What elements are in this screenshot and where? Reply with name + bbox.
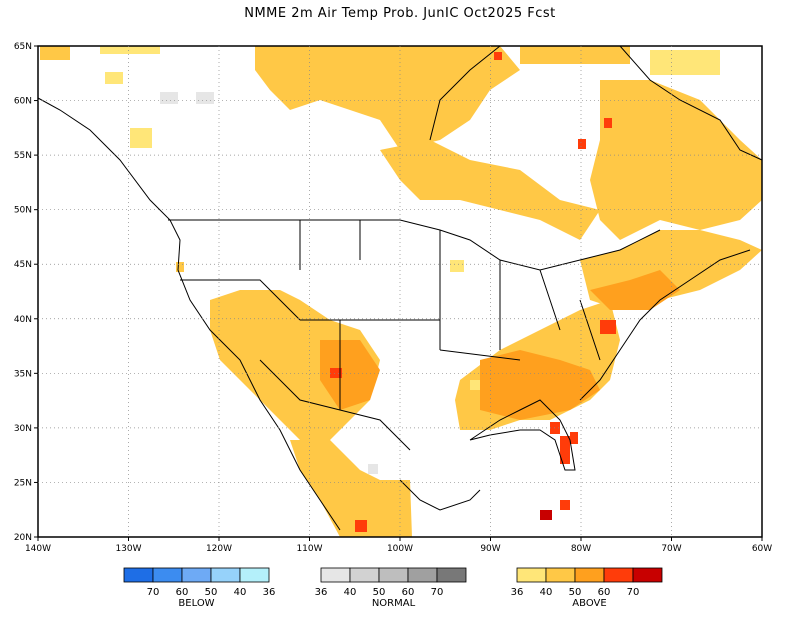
- legend-swatch: [349, 567, 380, 583]
- graticule: [38, 46, 762, 537]
- probability-cells: [40, 46, 762, 537]
- cell: [320, 340, 380, 410]
- lon-tick-label: 70W: [661, 544, 681, 554]
- legend-value-label: 50: [373, 587, 386, 598]
- cell: [540, 510, 552, 520]
- legend-value-label: 70: [431, 587, 444, 598]
- cell: [590, 80, 762, 240]
- legend-value-label: 60: [176, 587, 189, 598]
- cell: [176, 262, 184, 272]
- legend-title: NORMAL: [372, 598, 416, 609]
- legend-title: BELOW: [178, 598, 214, 609]
- cell: [650, 50, 720, 75]
- cell: [480, 350, 600, 420]
- cell: [600, 320, 616, 334]
- legend-swatch: [632, 567, 663, 583]
- legend-value-label: 70: [147, 587, 160, 598]
- cell: [368, 464, 378, 474]
- legend-swatch: [210, 567, 241, 583]
- legend-value-label: 40: [344, 587, 357, 598]
- cell: [100, 46, 160, 54]
- legend-value-label: 36: [511, 587, 524, 598]
- cell: [590, 270, 680, 310]
- lat-tick-label: 20N: [14, 533, 32, 543]
- cell: [520, 46, 630, 64]
- legend-value-label: 36: [315, 587, 328, 598]
- cell: [450, 260, 464, 272]
- cell: [330, 368, 342, 378]
- cell: [355, 520, 367, 532]
- legend-swatch: [239, 567, 270, 583]
- lat-tick-label: 55N: [14, 151, 32, 161]
- legend-swatch: [574, 567, 605, 583]
- legend-title: ABOVE: [572, 598, 606, 609]
- cell: [604, 118, 612, 128]
- cell: [40, 46, 70, 60]
- lon-tick-label: 140W: [25, 544, 51, 554]
- legend-value-label: 40: [540, 587, 553, 598]
- cell: [470, 380, 480, 390]
- cell: [160, 92, 178, 104]
- lon-tick-label: 60W: [752, 544, 772, 554]
- lat-tick-label: 25N: [14, 478, 32, 488]
- lon-tick-label: 100W: [387, 544, 413, 554]
- lat-tick-label: 60N: [14, 97, 32, 107]
- legend-swatch: [320, 567, 351, 583]
- lon-tick-label: 80W: [571, 544, 591, 554]
- cell: [105, 72, 123, 84]
- coastlines-and-borders: [37, 45, 763, 531]
- legend-value-label: 50: [205, 587, 218, 598]
- legend-value-label: 50: [569, 587, 582, 598]
- lon-tick-label: 90W: [480, 544, 500, 554]
- legend-swatch: [516, 567, 547, 583]
- cell: [255, 46, 520, 150]
- legend-value-label: 60: [402, 587, 415, 598]
- cell: [578, 139, 586, 149]
- legend-above-group: 36 40 50 60 70 ABOVE: [511, 567, 663, 609]
- legend-swatch: [181, 567, 212, 583]
- lon-tick-label: 130W: [115, 544, 141, 554]
- lat-tick-label: 50N: [14, 206, 32, 216]
- cell: [196, 92, 214, 104]
- legend-swatch: [545, 567, 576, 583]
- lon-tick-label: 110W: [296, 544, 322, 554]
- lat-tick-label: 30N: [14, 424, 32, 434]
- cell: [570, 432, 578, 444]
- cell: [130, 128, 152, 148]
- legend-swatch: [603, 567, 634, 583]
- lat-tick-label: 65N: [14, 42, 32, 52]
- lat-tick-label: 45N: [14, 260, 32, 270]
- cell: [290, 440, 412, 537]
- lat-tick-label: 35N: [14, 369, 32, 379]
- legend-below-group: 70 60 50 40 36 BELOW: [123, 567, 276, 609]
- cell: [560, 500, 570, 510]
- cell: [380, 140, 600, 240]
- longitude-ticks: 140W 130W 120W 110W 100W 90W 80W 70W 60W: [25, 537, 772, 554]
- lon-tick-label: 120W: [206, 544, 232, 554]
- map-title: NMME 2m Air Temp Prob. JunIC Oct2025 Fcs…: [244, 6, 556, 21]
- legend-value-label: 40: [234, 587, 247, 598]
- cell: [560, 436, 570, 464]
- legend-value-label: 36: [263, 587, 276, 598]
- legend-swatch: [436, 567, 467, 583]
- legend-swatch: [123, 567, 154, 583]
- legend-swatch: [378, 567, 409, 583]
- legend-swatch: [152, 567, 183, 583]
- latitude-ticks: 65N 60N 55N 50N 45N 40N 35N 30N 25N 20N: [14, 42, 38, 543]
- legend-normal-group: 36 40 50 60 70 NORMAL: [315, 567, 467, 609]
- legend-value-label: 60: [598, 587, 611, 598]
- lat-tick-label: 40N: [14, 315, 32, 325]
- legend-swatch: [407, 567, 438, 583]
- cell: [494, 52, 502, 60]
- legend: 70 60 50 40 36 BELOW 36 40 50 60 70 NORMAL 36 40 50 6…: [123, 567, 663, 609]
- legend-value-label: 70: [627, 587, 640, 598]
